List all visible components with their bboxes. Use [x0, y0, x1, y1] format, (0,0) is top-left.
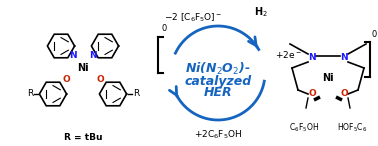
Text: R: R: [133, 89, 139, 99]
Text: 0: 0: [161, 24, 166, 33]
Text: Ni: Ni: [322, 73, 334, 83]
Text: N: N: [69, 52, 77, 60]
Text: H$_2$: H$_2$: [254, 5, 268, 19]
Text: HER: HER: [204, 86, 232, 100]
Text: O: O: [340, 89, 348, 99]
Text: HOF$_5$C$_6$: HOF$_5$C$_6$: [337, 122, 367, 134]
Text: O: O: [96, 75, 104, 85]
Text: C$_6$F$_5$OH: C$_6$F$_5$OH: [289, 122, 319, 134]
Text: R: R: [27, 89, 33, 99]
Text: R = tBu: R = tBu: [64, 133, 102, 142]
Text: +2C$_6$F$_5$OH: +2C$_6$F$_5$OH: [194, 129, 242, 141]
Text: +2e$^-$: +2e$^-$: [275, 49, 302, 60]
Text: catalyzed: catalyzed: [184, 74, 252, 87]
Text: Ni(N$_2$O$_2$)-: Ni(N$_2$O$_2$)-: [185, 61, 251, 77]
Text: O: O: [308, 89, 316, 99]
Text: O: O: [62, 75, 70, 85]
Text: Ni: Ni: [77, 63, 89, 73]
Text: N: N: [308, 53, 316, 62]
Text: N: N: [89, 52, 97, 60]
Text: 0: 0: [371, 30, 376, 39]
Text: N: N: [340, 53, 348, 62]
Text: $-$2 [C$_6$F$_5$O]$^-$: $-$2 [C$_6$F$_5$O]$^-$: [164, 12, 222, 24]
